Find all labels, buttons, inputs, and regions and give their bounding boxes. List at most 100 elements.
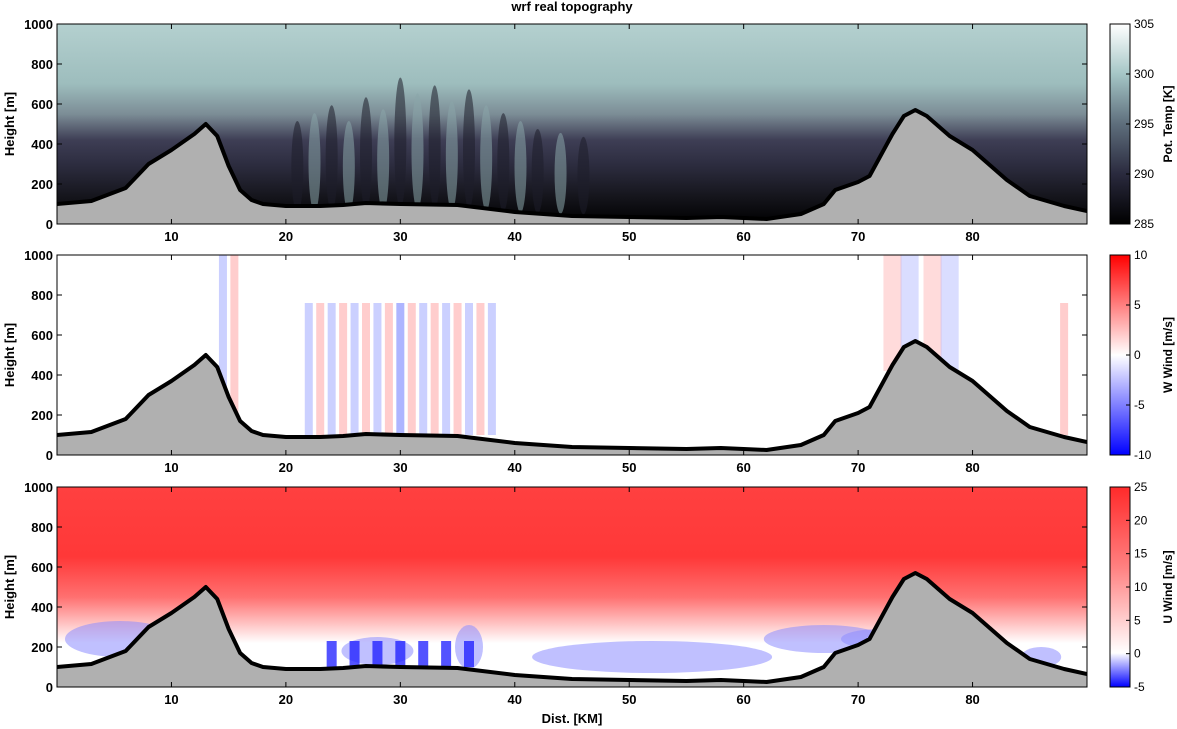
w-updraft-band (218, 255, 227, 435)
colorbar-tick-label: 25 (1134, 480, 1148, 494)
plot-frame (56, 23, 1088, 225)
w-updraft-band (476, 303, 485, 435)
theta-cell (342, 121, 355, 213)
colorbar-tick-label: 295 (1134, 117, 1154, 131)
x-tick-label: 40 (508, 229, 522, 244)
y-axis-label: Height [m] (2, 555, 17, 619)
y-axis: 0 200 400 600 800 1000 (24, 248, 1087, 463)
u-reverse-cell (395, 641, 406, 667)
colorbar-ticks: 285 290 295 300 305 (1126, 17, 1154, 231)
x-tick-label: 80 (965, 692, 979, 707)
y-tick-label: 400 (31, 368, 53, 383)
x-tick-label: 50 (622, 692, 636, 707)
theta-cell (554, 132, 567, 214)
w-updraft-band (419, 303, 428, 435)
theta-cell (377, 109, 390, 212)
colorbar-label: Pot. Temp [K] (1161, 85, 1175, 162)
colorbar-tick-label: 10 (1134, 248, 1148, 262)
y-axis-label: Height [m] (2, 323, 17, 387)
terrain-outline (57, 339, 1087, 452)
theta-cell (360, 97, 372, 210)
colorbar-label: W Wind [m/s] (1161, 317, 1175, 393)
terrain-fill (57, 573, 1087, 687)
x-tick-label: 40 (508, 460, 522, 475)
terrain-outline (57, 108, 1087, 221)
y-tick-label: 200 (31, 177, 53, 192)
colorbar-tick-label: 0 (1134, 348, 1141, 362)
x-tick-label: 20 (279, 229, 293, 244)
y-tick-label: 800 (31, 57, 53, 72)
colorbar-tick-label: 0 (1134, 647, 1141, 661)
u-reverse-cell (441, 641, 452, 667)
x-tick-label: 70 (851, 460, 865, 475)
w-updraft-band (230, 255, 239, 435)
theta-cell (291, 121, 304, 213)
x-tick-label: 50 (622, 460, 636, 475)
w-updraft-band (304, 303, 313, 435)
colorbar-tick-label: 5 (1134, 613, 1141, 627)
theta-cell (325, 105, 338, 211)
y-tick-label: 200 (31, 640, 53, 655)
y-tick-label: 800 (31, 288, 53, 303)
w-updraft-band (407, 303, 416, 435)
y-tick-label: 1000 (24, 480, 53, 495)
y-tick-label: 1000 (24, 17, 53, 32)
u-reverse-cell (372, 641, 383, 667)
colorbar-tick-label: 5 (1134, 298, 1141, 312)
colorbar-label: U Wind [m/s] (1161, 550, 1175, 623)
colorbar-ticks: -5 0 5 10 15 20 25 (1126, 480, 1148, 694)
x-tick-label: 80 (965, 460, 979, 475)
y-tick-label: 400 (31, 137, 53, 152)
theta-cell (514, 121, 527, 213)
colorbar-tick-label: 15 (1134, 547, 1148, 561)
theta-cell (480, 105, 493, 211)
theta-cell (428, 85, 441, 209)
x-tick-label: 60 (736, 229, 750, 244)
x-axis: 10 20 30 40 50 60 70 80 (164, 24, 980, 244)
w-updraft-band (373, 303, 382, 435)
theta-cell (394, 77, 407, 208)
w-updraft-band (327, 303, 336, 435)
colorbar-tick-label: 10 (1134, 580, 1148, 594)
x-axis-label: Dist. [KM] (542, 711, 603, 726)
theta-cell (445, 101, 458, 211)
terrain-fill (57, 110, 1087, 224)
x-tick-label: 80 (965, 229, 979, 244)
y-tick-label: 0 (46, 680, 53, 695)
theta-cell (463, 89, 475, 210)
x-tick-label: 20 (279, 692, 293, 707)
u-reverse-cell (464, 641, 474, 667)
w-updraft-band (396, 303, 405, 435)
colorbar-tick-label: 300 (1134, 67, 1154, 81)
w-updraft-band (923, 255, 942, 371)
theta-cell (308, 113, 321, 212)
y-tick-label: 600 (31, 560, 53, 575)
x-tick-label: 20 (279, 460, 293, 475)
x-tick-label: 10 (164, 692, 178, 707)
plot-frame (56, 486, 1088, 688)
colorbar-tick-label: 290 (1134, 167, 1154, 181)
x-tick-label: 30 (393, 229, 407, 244)
x-tick-label: 70 (851, 229, 865, 244)
colorbar-tick-label: -5 (1134, 680, 1145, 694)
x-tick-label: 40 (508, 692, 522, 707)
y-tick-label: 400 (31, 600, 53, 615)
y-tick-label: 600 (31, 328, 53, 343)
w-updraft-band (362, 303, 370, 435)
colorbar-ticks: -10 -5 0 5 10 (1126, 248, 1152, 462)
y-tick-label: 1000 (24, 248, 53, 263)
y-tick-label: 800 (31, 520, 53, 535)
x-tick-label: 30 (393, 692, 407, 707)
x-axis: 10 20 30 40 50 60 70 80 (164, 487, 980, 707)
x-tick-label: 60 (736, 460, 750, 475)
x-tick-label: 50 (622, 229, 636, 244)
w-updraft-band (453, 303, 462, 435)
w-updraft-band (430, 303, 439, 435)
terrain-outline (57, 571, 1087, 684)
colorbar-tick-label: 305 (1134, 17, 1154, 31)
theta-cell (497, 113, 510, 212)
y-axis: 0 200 400 600 800 1000 (24, 17, 1087, 232)
